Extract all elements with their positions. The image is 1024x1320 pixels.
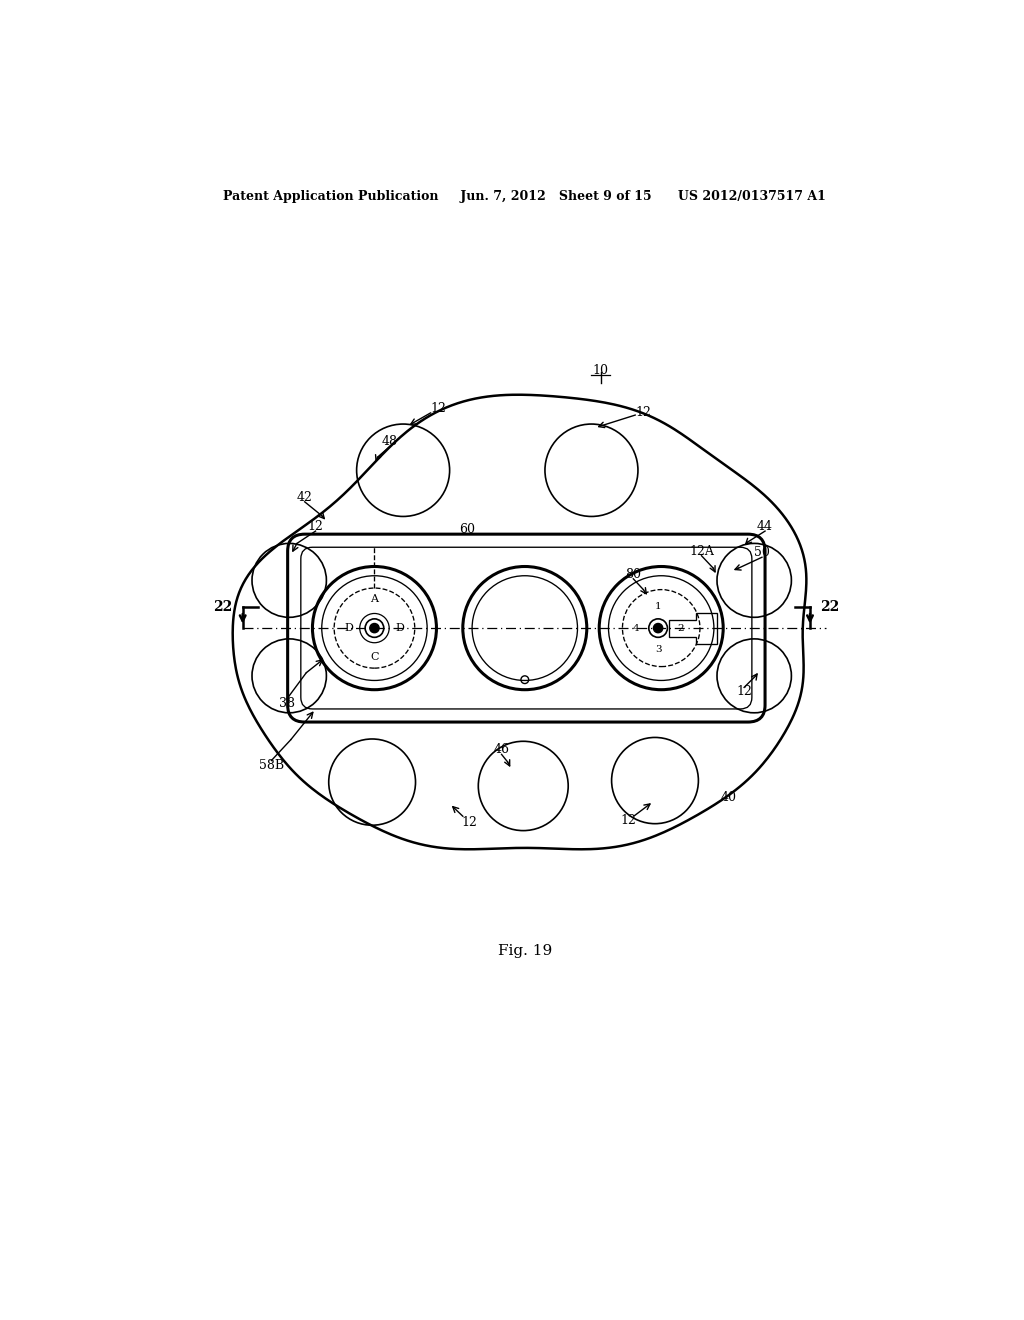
Circle shape: [370, 623, 379, 632]
Text: D: D: [344, 623, 353, 634]
Text: 22: 22: [213, 599, 232, 614]
Text: 4: 4: [633, 623, 640, 632]
Text: Fig. 19: Fig. 19: [498, 945, 552, 958]
Text: 46: 46: [494, 743, 510, 756]
Text: 50: 50: [754, 546, 770, 560]
Text: 38: 38: [279, 697, 295, 710]
Text: 12A: 12A: [689, 545, 714, 557]
Text: 44: 44: [757, 520, 773, 533]
Text: 12: 12: [307, 520, 324, 533]
Text: 12: 12: [620, 814, 636, 828]
Text: 12: 12: [461, 816, 477, 829]
Text: A: A: [371, 594, 379, 603]
Text: C: C: [371, 652, 379, 663]
Text: 3: 3: [654, 645, 662, 655]
Text: 60: 60: [460, 523, 475, 536]
Text: D: D: [395, 623, 404, 634]
Circle shape: [653, 623, 663, 632]
Text: 58B: 58B: [259, 759, 284, 772]
Text: 10: 10: [593, 363, 608, 376]
Text: 12: 12: [430, 403, 445, 416]
Text: 2: 2: [677, 623, 684, 632]
Text: 22: 22: [820, 599, 839, 614]
Text: 40: 40: [721, 791, 736, 804]
Text: 12: 12: [636, 407, 651, 418]
Text: Patent Application Publication     Jun. 7, 2012   Sheet 9 of 15      US 2012/013: Patent Application Publication Jun. 7, 2…: [223, 190, 826, 203]
Text: 42: 42: [297, 491, 312, 504]
Text: 48: 48: [382, 436, 398, 449]
Text: 80: 80: [626, 568, 641, 581]
Text: 12: 12: [736, 685, 752, 698]
Text: 1: 1: [654, 602, 662, 611]
